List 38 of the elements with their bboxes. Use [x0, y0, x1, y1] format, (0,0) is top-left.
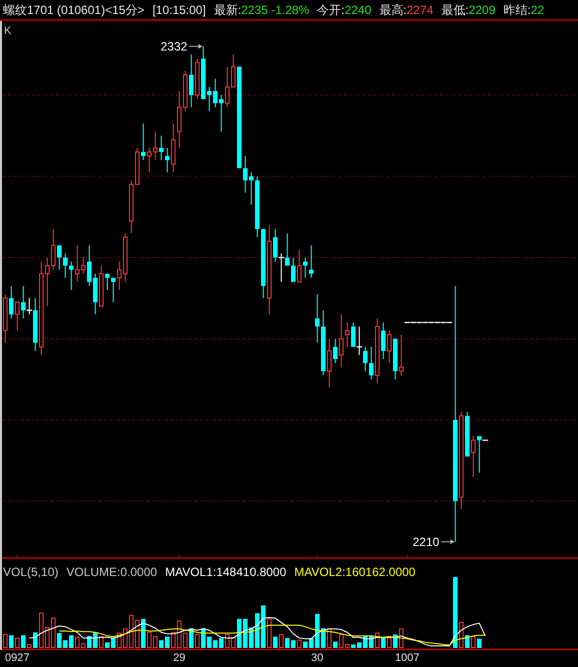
text: 最新:2235 -1.28% — [214, 3, 310, 17]
bar — [387, 638, 392, 648]
chart-title: 螺纹1701 (010601)<15分> — [3, 3, 144, 17]
text: 最低:2209 — [441, 3, 496, 17]
x-tick-label: 1007 — [395, 652, 420, 664]
bar — [3, 634, 8, 648]
chart-title: VOL(5,10) — [3, 565, 58, 579]
bar — [465, 635, 470, 648]
bar — [297, 640, 302, 648]
x-tick-label: 29 — [173, 652, 186, 664]
x-tick-label: 30 — [311, 652, 324, 664]
bar — [15, 638, 20, 648]
bar — [9, 635, 14, 648]
chart-subtitle: [10:15:00] — [152, 3, 206, 17]
bar — [267, 618, 272, 648]
bar — [333, 642, 338, 648]
y-axis-title: K — [4, 25, 12, 37]
text: 最高:2274 — [379, 3, 434, 17]
x-tick-label: 0927 — [5, 652, 30, 664]
bar — [99, 636, 104, 648]
bar — [477, 638, 482, 648]
bar — [279, 634, 284, 648]
text: MAVOL2:160162.0000 — [294, 565, 416, 579]
bar — [33, 632, 38, 648]
bar — [141, 618, 146, 648]
bar — [381, 637, 386, 648]
text: 昨结:22 — [503, 3, 544, 17]
text: 今开:2240 — [317, 3, 372, 17]
annotation: 2210 — [412, 534, 440, 549]
text: MAVOL1:148410.8000 — [165, 565, 287, 579]
bar — [21, 635, 26, 648]
bar — [195, 634, 200, 648]
bar — [273, 636, 278, 648]
annotation: 2332 — [160, 39, 188, 54]
bar — [27, 644, 32, 648]
bar — [471, 636, 476, 648]
bar — [453, 577, 458, 648]
annotation: VOLUME:0.0000 — [66, 565, 158, 579]
